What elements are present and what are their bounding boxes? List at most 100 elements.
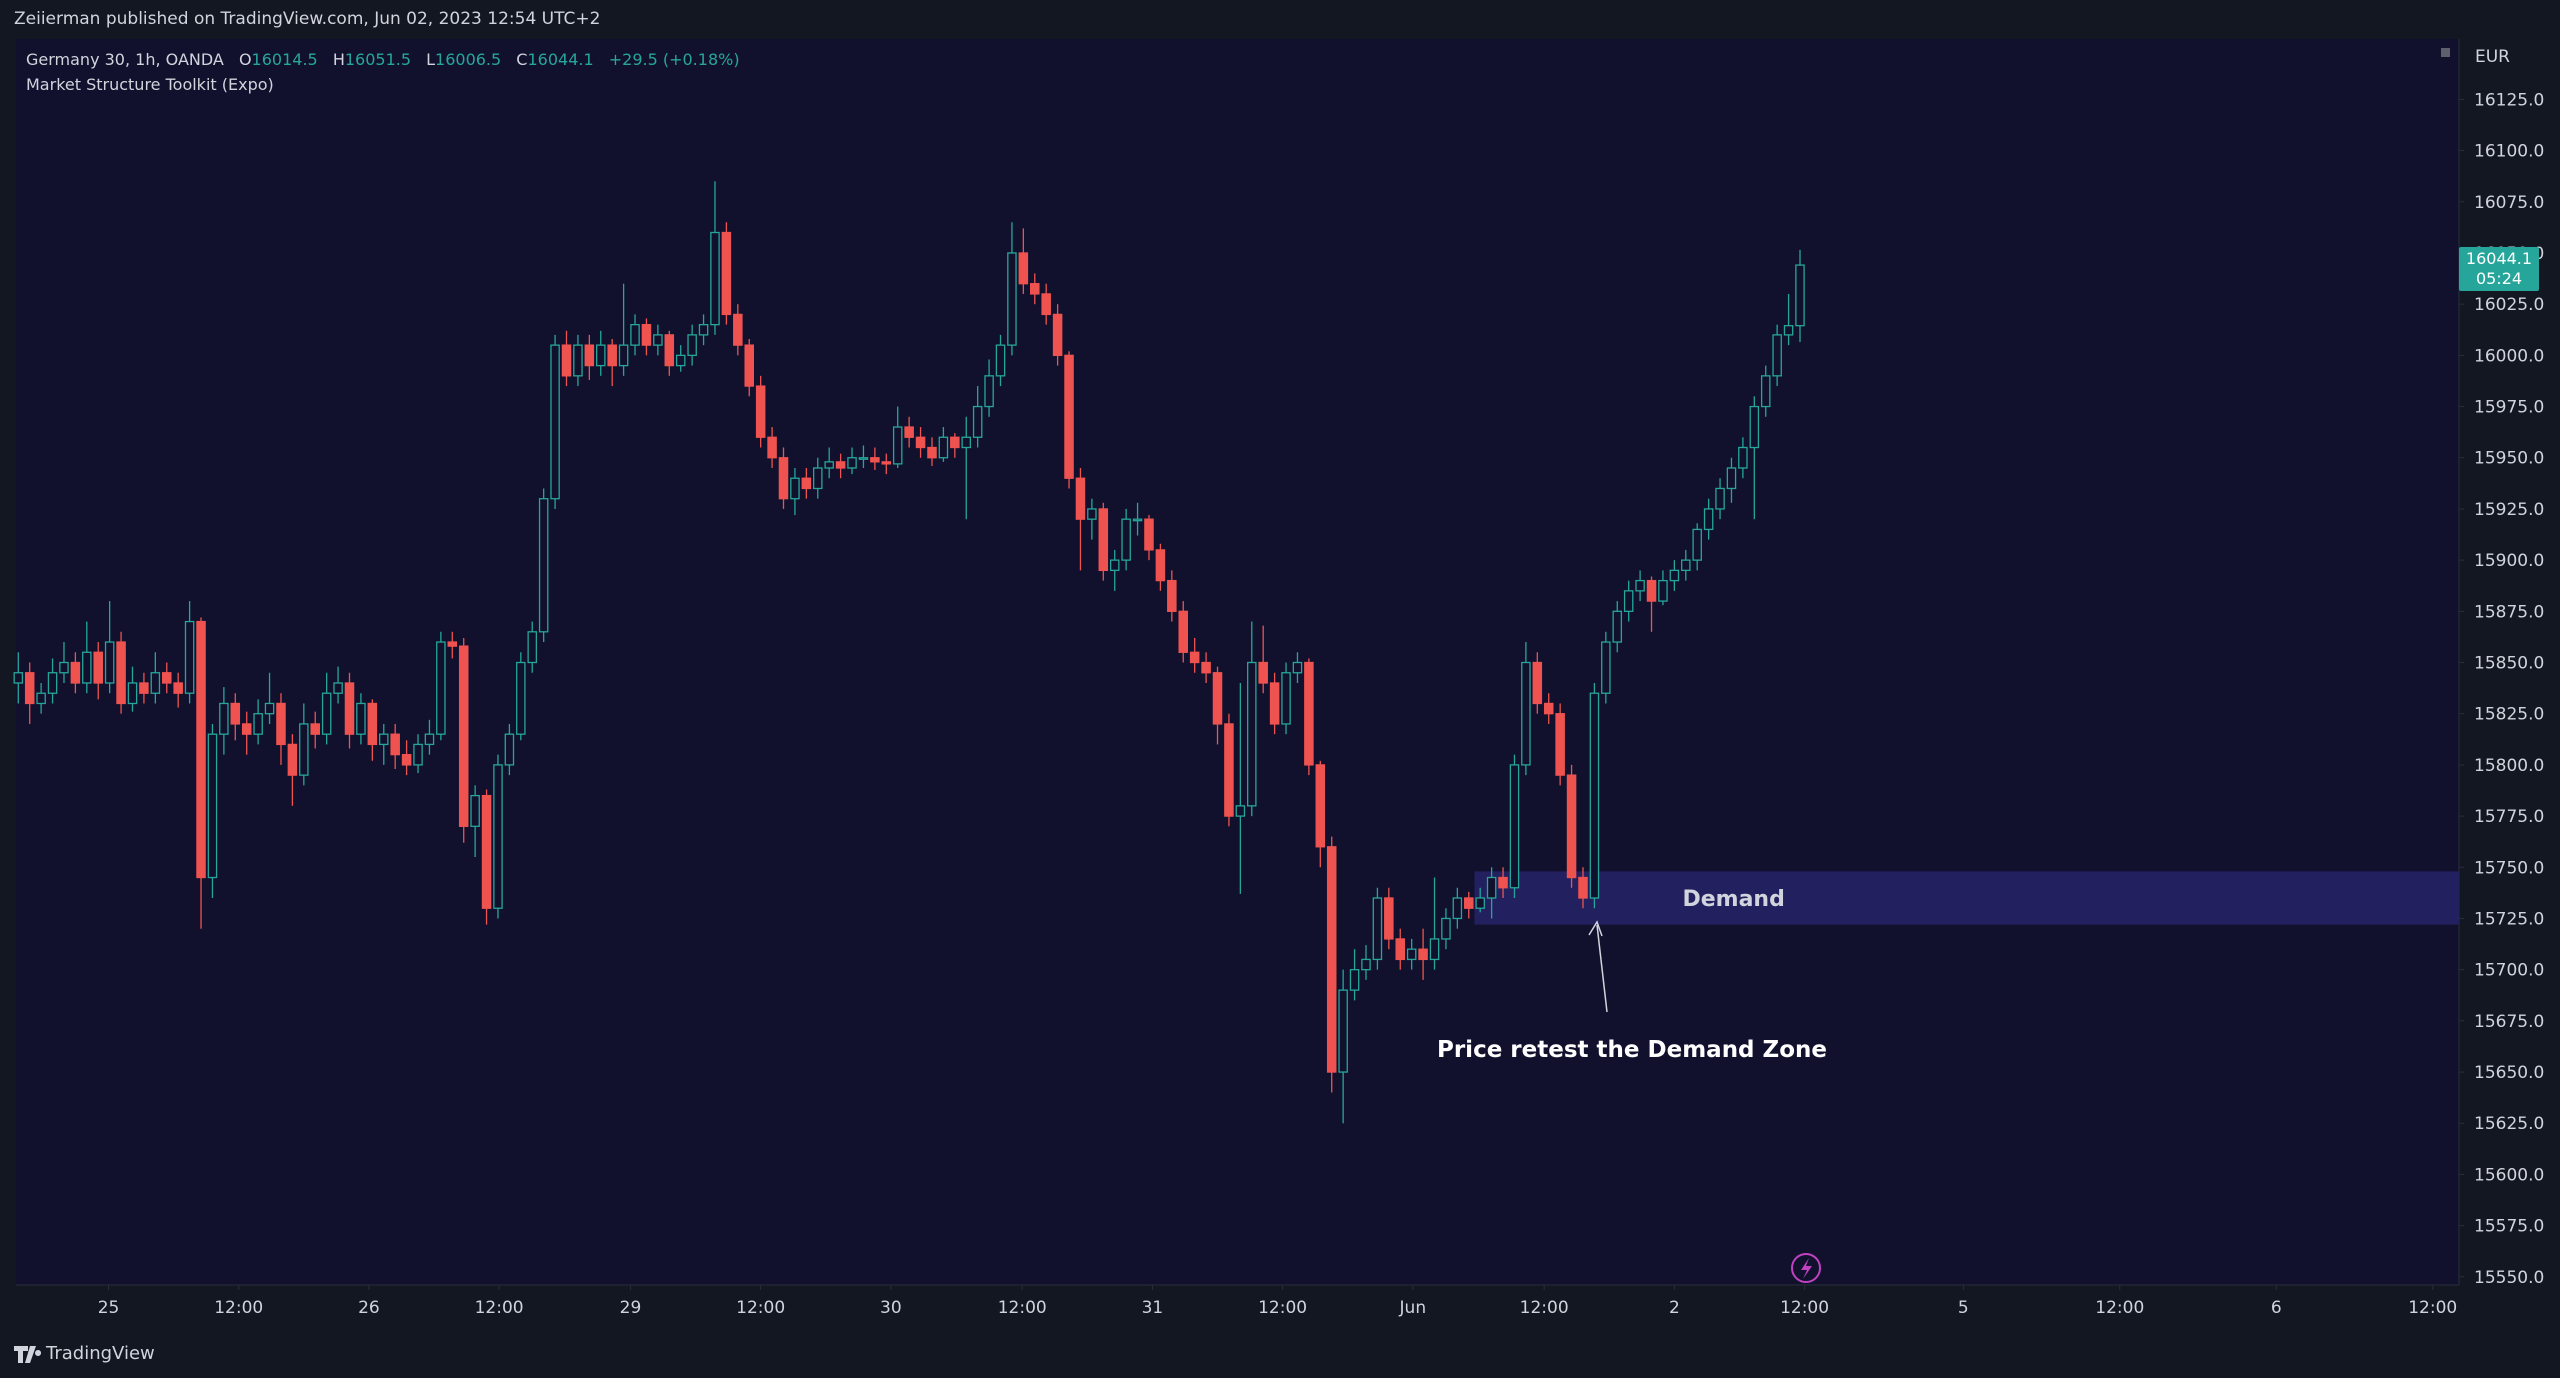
candle-body <box>1509 764 1520 889</box>
candle-body <box>1760 375 1771 408</box>
candle-body <box>972 405 983 438</box>
ohlc-key: C <box>516 50 528 69</box>
y-tick-label: 15750.0 <box>2474 858 2544 878</box>
candle-body <box>1578 876 1588 899</box>
zone-label: Demand <box>1682 887 1784 912</box>
candle-body <box>1623 590 1634 612</box>
candle-body <box>870 457 880 463</box>
candle-body <box>1258 661 1268 684</box>
ohlc-key: O <box>238 50 252 69</box>
y-tick-label: 15725.0 <box>2474 909 2544 929</box>
currency: EUR <box>2475 47 2510 67</box>
candle-body <box>1783 325 1794 336</box>
marks: Demand <box>13 181 2459 1124</box>
candle-body <box>253 713 263 735</box>
x-tick-label: 12:00 <box>475 1298 524 1318</box>
x-tick-label: 2 <box>1669 1298 1680 1318</box>
x-tick-label: 12:00 <box>214 1298 263 1318</box>
x-tick-label: 5 <box>1958 1298 1969 1318</box>
candle-body <box>618 344 629 367</box>
candle-body <box>1178 610 1189 653</box>
candle-body <box>561 344 572 377</box>
candle-body <box>356 702 366 735</box>
y-tick-label: 16000.0 <box>2474 346 2544 366</box>
candle-body <box>1738 446 1748 469</box>
candle-body <box>1726 467 1737 490</box>
candle-body <box>1349 969 1360 991</box>
last-price-box <box>2459 247 2539 292</box>
y-tick-label: 15800.0 <box>2474 756 2544 776</box>
price-axis <box>2459 39 2560 1285</box>
candle-body <box>1464 897 1474 909</box>
candle-body <box>653 334 663 346</box>
x-tick-label: 12:00 <box>1258 1298 1307 1318</box>
candle-body <box>858 457 869 460</box>
candle-body <box>470 794 480 827</box>
candle-body <box>401 754 412 766</box>
candle-body <box>1475 897 1485 909</box>
annotation: Price retest the Demand Zone <box>1437 1037 1827 1063</box>
candle-body <box>1521 661 1531 766</box>
candle-body <box>344 682 355 735</box>
candle-body <box>1681 559 1691 572</box>
candle-body <box>1406 948 1417 961</box>
logo <box>14 1346 42 1363</box>
candle-body <box>675 354 686 367</box>
candle-body <box>881 461 892 465</box>
candle-body <box>299 723 309 776</box>
candle-body <box>1395 938 1406 961</box>
candle-body <box>755 385 766 438</box>
candle-body <box>59 661 69 674</box>
candle-body <box>241 723 252 735</box>
candle-body <box>481 794 492 909</box>
x-tick-label: 12:00 <box>2408 1298 2457 1318</box>
candle-body <box>1361 958 1371 971</box>
candle-body <box>1326 846 1337 1073</box>
candle-body <box>1144 518 1154 551</box>
candle-body <box>276 702 286 746</box>
candle-body <box>904 426 914 438</box>
candle-body <box>596 344 606 367</box>
candle-body <box>813 467 823 490</box>
candle-body <box>721 231 732 316</box>
ohlc-value: 16014.5 <box>251 50 318 69</box>
ohlc-value: 16006.5 <box>435 50 502 69</box>
candle-body <box>413 743 423 766</box>
toggle-icon[interactable] <box>2441 48 2450 57</box>
candle-body <box>1589 692 1600 899</box>
candle-body <box>835 461 846 469</box>
x-tick-label: Jun <box>1399 1298 1427 1318</box>
candle-body <box>892 426 903 465</box>
candle-body <box>1155 549 1166 582</box>
y-tick-label: 16025.0 <box>2474 295 2544 315</box>
x-tick-label: 12:00 <box>736 1298 785 1318</box>
x-tick-label: 12:00 <box>2095 1298 2144 1318</box>
candle-body <box>139 682 149 694</box>
y-tick-label: 15575.0 <box>2474 1217 2544 1237</box>
candle-body <box>379 733 389 746</box>
candle-body <box>436 641 446 735</box>
candle-body <box>1703 508 1714 531</box>
candle-body <box>1795 264 1805 327</box>
countdown: 05:24 <box>2476 269 2522 288</box>
candle-body <box>1532 661 1543 705</box>
candle-body <box>1201 661 1211 674</box>
demand-zone <box>1474 871 2459 925</box>
candle-body <box>321 692 332 735</box>
y-tick-label: 16125.0 <box>2474 90 2544 110</box>
candle-body <box>687 334 697 357</box>
candle-body <box>1372 897 1383 961</box>
candle-body <box>1715 487 1725 510</box>
candle-body <box>641 323 652 346</box>
candle-body <box>219 702 229 735</box>
candle-body <box>1498 876 1508 889</box>
candle-body <box>1635 579 1645 592</box>
x-tick-label: 12:00 <box>1780 1298 1829 1318</box>
candle-body <box>698 323 709 336</box>
x-tick-label: 30 <box>880 1298 902 1318</box>
y-tick-label: 15975.0 <box>2474 398 2544 418</box>
alert-icon[interactable] <box>1791 1253 1821 1283</box>
candle-body <box>1041 293 1051 316</box>
x-tick-label: 6 <box>2271 1298 2282 1318</box>
